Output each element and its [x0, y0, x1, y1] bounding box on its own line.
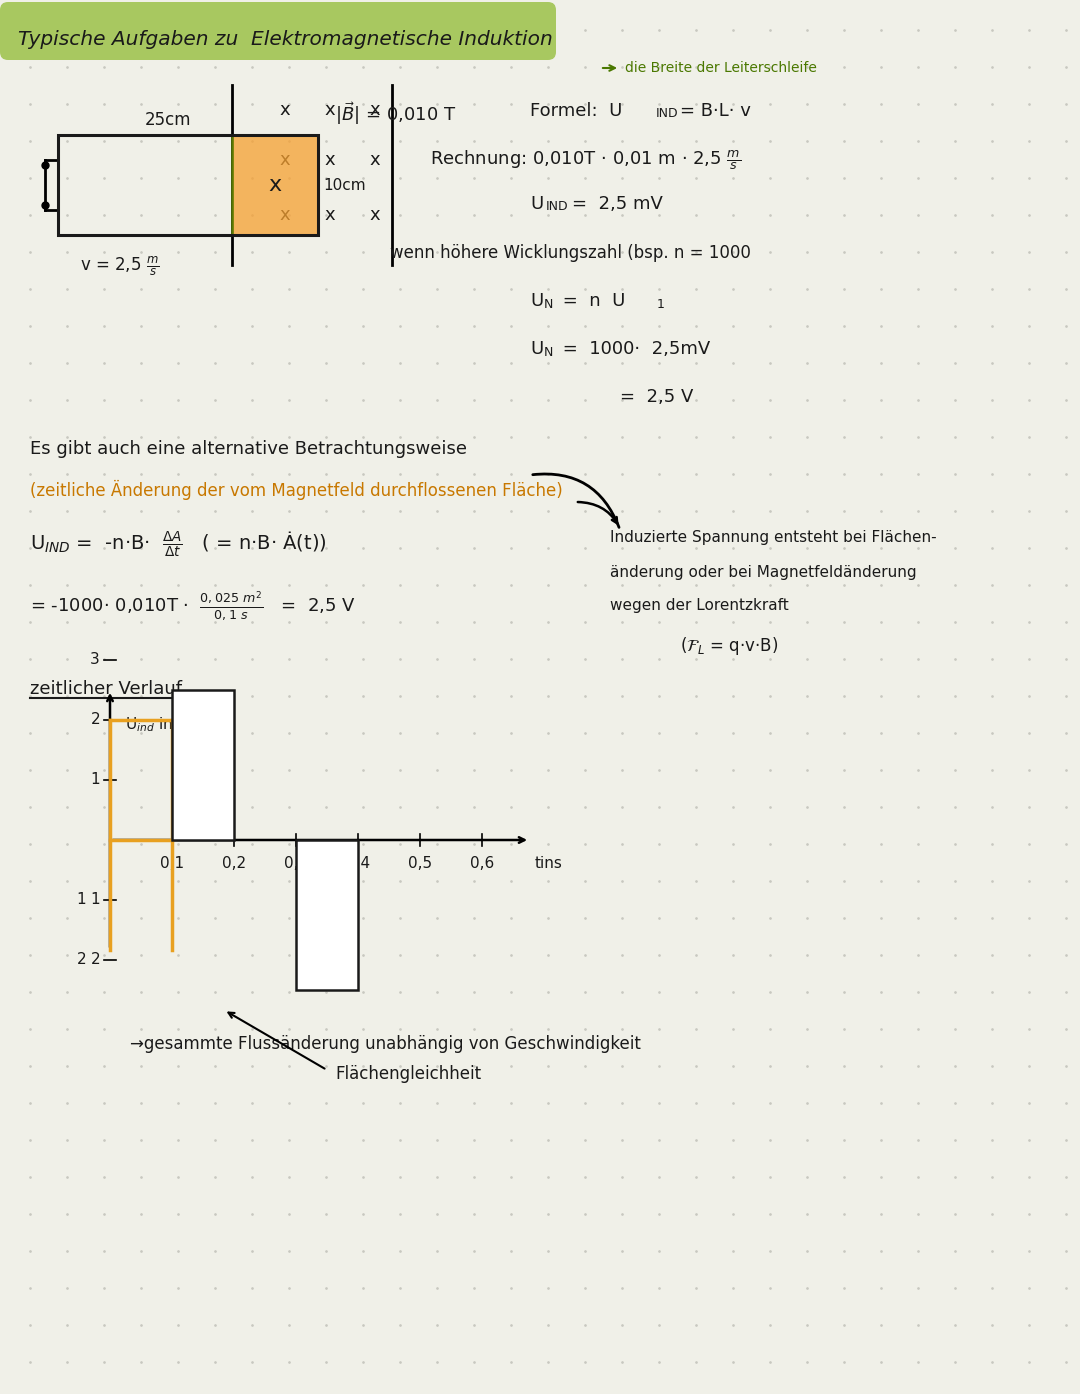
Text: IND: IND [546, 199, 569, 213]
Text: 0,6: 0,6 [470, 856, 495, 871]
Text: 0,3: 0,3 [284, 856, 308, 871]
Text: =  2,5 mV: = 2,5 mV [572, 195, 663, 213]
Text: N: N [544, 346, 553, 360]
Text: Formel:  U: Formel: U [530, 102, 622, 120]
Text: $|\vec{B}|$ = 0,010 T: $|\vec{B}|$ = 0,010 T [335, 100, 457, 127]
Bar [172, 690, 234, 841]
Text: N: N [544, 298, 553, 311]
FancyArrowPatch shape [532, 474, 619, 527]
Bar [296, 841, 357, 990]
Text: 2: 2 [91, 952, 100, 967]
Text: U: U [530, 291, 543, 309]
Text: 25cm: 25cm [145, 112, 191, 130]
Text: U$_{ind}$ in V: U$_{ind}$ in V [125, 715, 189, 733]
Text: = -1000· 0,010T ·  $\frac{0,025\ m^2}{0,1\ s}$   =  2,5 V: = -1000· 0,010T · $\frac{0,025\ m^2}{0,1… [30, 590, 355, 623]
Text: x: x [280, 151, 291, 169]
Text: v = 2,5 $\frac{m}{s}$: v = 2,5 $\frac{m}{s}$ [80, 255, 160, 279]
Text: x: x [369, 151, 380, 169]
Text: 1: 1 [657, 298, 665, 311]
Text: = B·L· v: = B·L· v [680, 102, 751, 120]
Text: 2: 2 [91, 712, 100, 728]
Text: 3: 3 [91, 652, 100, 668]
Text: zeitlicher Verlauf: zeitlicher Verlauf [30, 680, 183, 698]
Text: x: x [280, 100, 291, 118]
Text: =  2,5 V: = 2,5 V [620, 388, 693, 406]
Text: 1: 1 [91, 892, 100, 907]
Text: x: x [325, 206, 335, 224]
Text: die Breite der Leiterschleife: die Breite der Leiterschleife [625, 61, 816, 75]
Text: =  1000·  2,5mV: = 1000· 2,5mV [557, 340, 711, 358]
Text: IND: IND [656, 107, 678, 120]
Text: x: x [280, 206, 291, 224]
Text: Flächengleichheit: Flächengleichheit [335, 1065, 481, 1083]
Text: änderung oder bei Magnetfeldänderung: änderung oder bei Magnetfeldänderung [610, 565, 917, 580]
Text: Rechnung: 0,010T · 0,01 m · 2,5 $\frac{m}{s}$: Rechnung: 0,010T · 0,01 m · 2,5 $\frac{m… [430, 148, 741, 171]
Text: x: x [325, 100, 335, 118]
Text: x: x [369, 206, 380, 224]
Text: Typische Aufgaben zu  Elektromagnetische Induktion: Typische Aufgaben zu Elektromagnetische … [18, 31, 553, 49]
Text: 1: 1 [91, 772, 100, 788]
FancyBboxPatch shape [0, 1, 556, 60]
Text: Induzierte Spannung entsteht bei Flächen-: Induzierte Spannung entsteht bei Flächen… [610, 530, 936, 545]
Text: 10cm: 10cm [323, 177, 366, 192]
Text: 1: 1 [77, 892, 86, 907]
Text: x: x [269, 176, 282, 195]
Text: Es gibt auch eine alternative Betrachtungsweise: Es gibt auch eine alternative Betrachtun… [30, 441, 467, 459]
Text: x: x [369, 100, 380, 118]
Text: x: x [325, 151, 335, 169]
Text: →gesammte Flussänderung unabhängig von Geschwindigkeit: →gesammte Flussänderung unabhängig von G… [130, 1034, 640, 1052]
Text: 0,1: 0,1 [160, 856, 184, 871]
Text: U: U [530, 340, 543, 358]
Text: U$_{IND}$ =  -n·B·  $\frac{\Delta A}{\Delta t}$   ( = n·B· Ȧ(t)): U$_{IND}$ = -n·B· $\frac{\Delta A}{\Delt… [30, 530, 327, 560]
Text: =  n  U: = n U [557, 291, 625, 309]
Text: 2: 2 [77, 952, 86, 967]
Text: 0,4: 0,4 [346, 856, 370, 871]
Bar [58, 135, 318, 236]
Text: 0,5: 0,5 [408, 856, 432, 871]
Text: tins: tins [535, 856, 563, 871]
Text: U: U [530, 195, 543, 213]
Text: ($\mathcal{F}_L$ = q·v·B): ($\mathcal{F}_L$ = q·v·B) [680, 636, 779, 657]
Text: wegen der Lorentzkraft: wegen der Lorentzkraft [610, 598, 788, 613]
Text: (zeitliche Änderung der vom Magnetfeld durchflossenen Fläche): (zeitliche Änderung der vom Magnetfeld d… [30, 480, 563, 500]
Text: wenn höhere Wicklungszahl (bsp. n = 1000: wenn höhere Wicklungszahl (bsp. n = 1000 [390, 244, 751, 262]
Bar [232, 135, 318, 236]
Text: 0,2: 0,2 [221, 856, 246, 871]
